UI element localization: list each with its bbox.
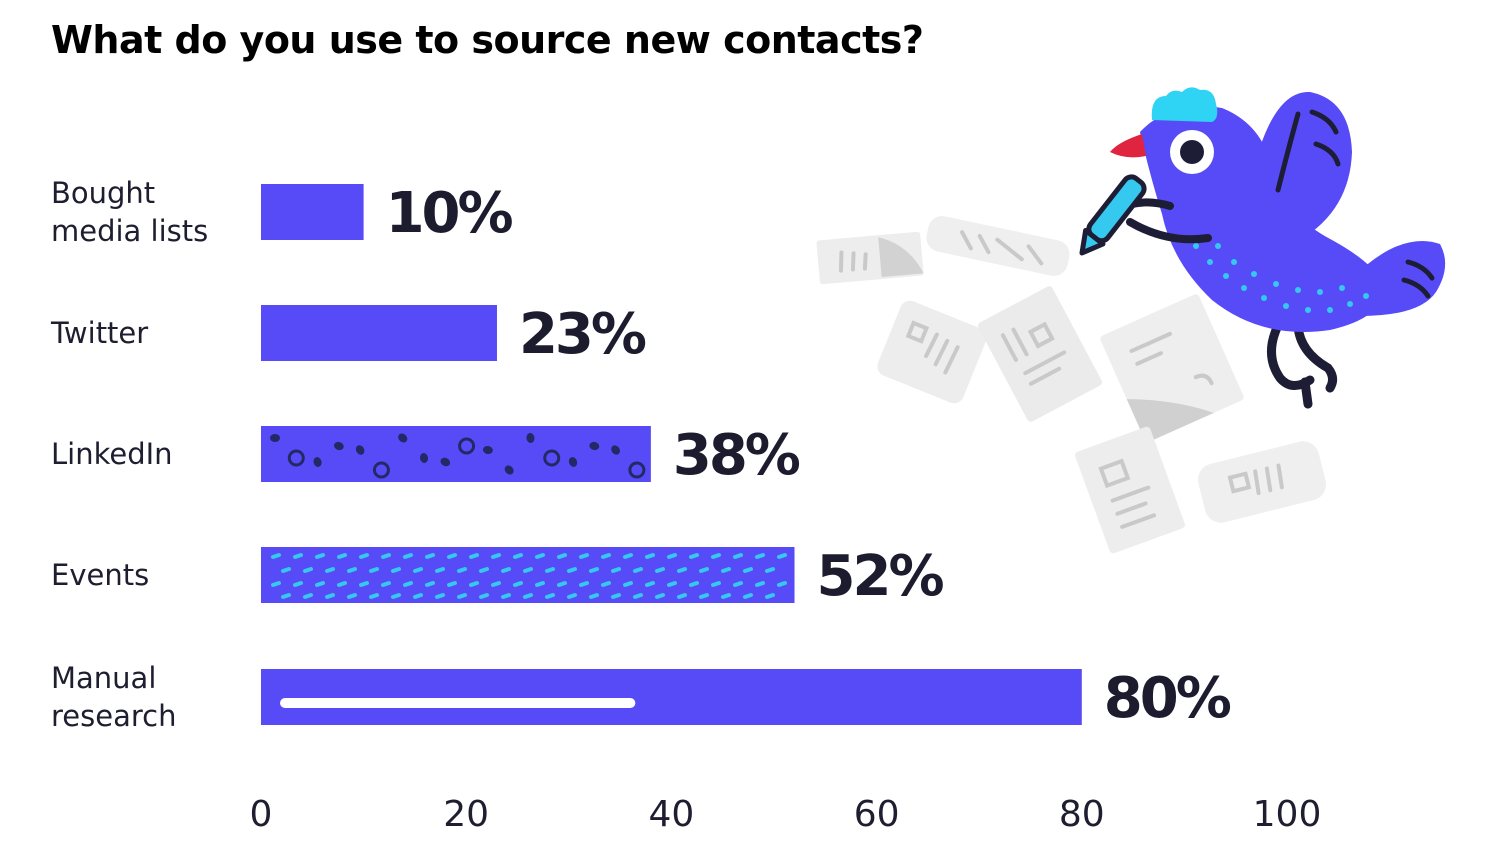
x-tick-label: 60 xyxy=(854,794,900,835)
bar-twitter xyxy=(261,305,497,361)
bird xyxy=(1079,87,1446,409)
paper-sheet xyxy=(816,231,924,285)
x-tick-label: 80 xyxy=(1059,794,1105,835)
bar-pattern-dashes xyxy=(271,553,787,599)
paper-sheet xyxy=(1197,441,1327,523)
paper-sheet xyxy=(926,216,1070,276)
value-label: 38% xyxy=(673,423,800,488)
x-axis-ticks-group: 0 20 40 60 80 100 xyxy=(250,794,1322,835)
category-label: Events xyxy=(51,558,149,592)
value-label: 80% xyxy=(1104,666,1231,731)
bars-group: 10%23% 38% 52% 80% xyxy=(261,181,1234,731)
category-label: Manual research xyxy=(51,661,176,733)
category-label: Bought media lists xyxy=(51,176,208,248)
chart-title: What do you use to source new contacts? xyxy=(51,18,924,62)
paper-sheet xyxy=(978,286,1102,422)
bar-bought-media-lists xyxy=(261,184,364,240)
value-label: 52% xyxy=(817,544,944,609)
x-tick-label: 20 xyxy=(443,794,489,835)
category-label: Twitter xyxy=(50,316,148,350)
value-label: 23% xyxy=(519,302,646,367)
value-label: 10% xyxy=(386,181,513,246)
bar-linkedin xyxy=(261,426,651,482)
bird-illustration xyxy=(816,87,1446,554)
bar-manual-research xyxy=(261,669,1082,725)
paper-sheet xyxy=(877,300,987,404)
bar-pattern-dots xyxy=(270,433,646,479)
paper-sheet xyxy=(1075,426,1185,554)
x-tick-label: 0 xyxy=(250,794,273,835)
category-label: LinkedIn xyxy=(51,437,173,471)
x-tick-label: 100 xyxy=(1253,794,1322,835)
category-labels-group: Bought media lists Twitter LinkedIn Events Ma… xyxy=(50,176,208,733)
paper-sheet xyxy=(1100,294,1244,443)
x-tick-label: 40 xyxy=(648,794,694,835)
